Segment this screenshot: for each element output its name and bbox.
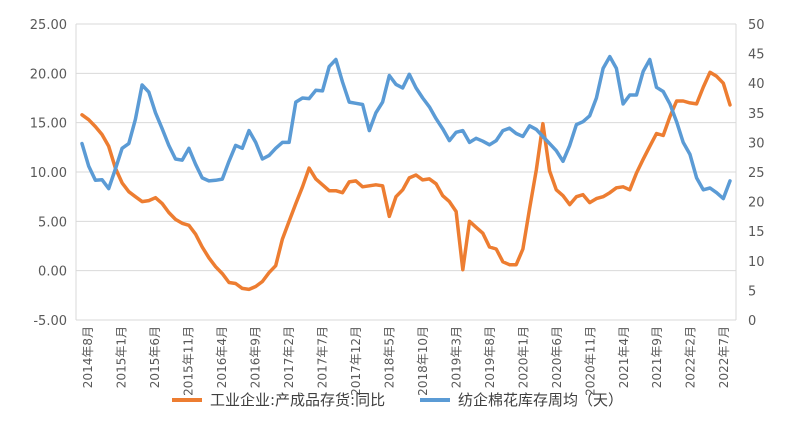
x-tick-label: 2022年7月: [717, 326, 731, 388]
chart-frame: [75, 24, 737, 320]
x-tick-label: 2017年7月: [316, 326, 330, 388]
left-tick-label: 25.00: [30, 18, 67, 33]
x-tick-label: 2017年2月: [282, 326, 296, 388]
x-tick-label: 2019年8月: [483, 326, 497, 388]
x-tick-label: 2015年11月: [182, 326, 196, 396]
x-tick-label: 2020年1月: [516, 326, 530, 388]
right-tick-label: 5: [748, 284, 756, 299]
right-tick-label: 40: [748, 77, 765, 92]
gridlines: [76, 23, 736, 321]
x-tick-label: 2016年9月: [249, 326, 263, 388]
right-y-axis: 0 5 10 15 20 25 30 35 40 45 50: [748, 18, 765, 329]
x-tick-label: 2021年9月: [650, 326, 664, 388]
x-tick-label: 2018年5月: [382, 326, 396, 388]
x-tick-label: 2020年11月: [583, 326, 597, 396]
left-tick-label: -5.00: [33, 314, 67, 329]
x-tick-label: 2018年10月: [416, 326, 430, 396]
series-line-inventory-yoy: [80, 70, 732, 292]
legend-label-cotton-stock-days: 纺企棉花库存周均（天）: [458, 391, 623, 409]
x-tick-label: 2016年4月: [215, 326, 229, 388]
left-y-axis: -5.00 0.00 5.00 10.00 15.00 20.00 25.00: [30, 18, 67, 329]
right-tick-label: 45: [748, 48, 765, 63]
x-tick-label: 2017年12月: [349, 326, 363, 396]
left-tick-label: 0.00: [38, 265, 67, 280]
right-tick-label: 50: [748, 18, 765, 33]
legend-label-inventory-yoy: 工业企业:产成品存货:同比: [210, 391, 385, 409]
right-tick-label: 30: [748, 136, 765, 151]
x-axis: 2014年8月 2015年1月 2015年6月 2015年11月 2016年4月 2016…: [81, 326, 731, 396]
left-tick-label: 20.00: [30, 67, 67, 82]
right-tick-label: 25: [748, 166, 765, 181]
x-tick-label: 2014年8月: [81, 326, 95, 388]
series-line-cotton-stock-days: [80, 54, 732, 201]
right-tick-label: 0: [748, 314, 756, 329]
x-tick-label: 2015年6月: [148, 326, 162, 388]
right-tick-label: 35: [748, 107, 765, 122]
right-tick-label: 15: [748, 225, 765, 240]
right-tick-label: 10: [748, 255, 765, 270]
left-tick-label: 5.00: [38, 215, 67, 230]
right-tick-label: 20: [748, 196, 765, 211]
x-tick-label: 2020年6月: [550, 326, 564, 388]
left-tick-label: 15.00: [30, 117, 67, 132]
x-tick-label: 2022年2月: [684, 326, 698, 388]
x-tick-label: 2015年1月: [115, 326, 129, 388]
x-tick-label: 2019年3月: [449, 326, 463, 388]
x-tick-label: 2021年4月: [617, 326, 631, 388]
left-tick-label: 10.00: [30, 166, 67, 181]
legend: 工业企业:产成品存货:同比 纺企棉花库存周均（天）: [172, 391, 623, 409]
